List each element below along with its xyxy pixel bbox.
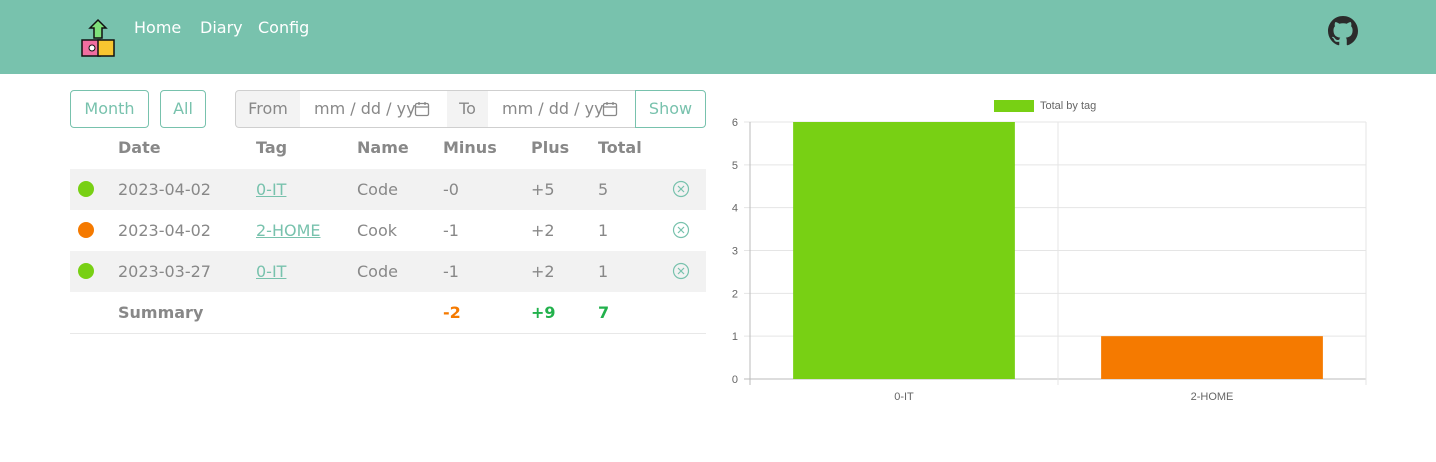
tag-color-dot [78, 222, 94, 238]
table-row: 2023-03-27 0-IT Code -1 +2 1 [70, 251, 706, 292]
bar [793, 122, 1015, 379]
row-name: Cook [357, 221, 398, 240]
delete-circle-x-icon[interactable] [672, 221, 690, 239]
table-header: Date Tag Name Minus Plus Total [70, 128, 706, 169]
calendar-icon[interactable] [414, 101, 430, 117]
row-minus: -1 [443, 262, 459, 281]
github-icon[interactable] [1328, 16, 1358, 46]
row-date: 2023-04-02 [118, 180, 211, 199]
row-tag-link[interactable]: 0-IT [256, 180, 287, 199]
header-date: Date [118, 138, 161, 157]
month-button[interactable]: Month [70, 90, 149, 128]
row-name: Code [357, 180, 398, 199]
show-button[interactable]: Show [635, 90, 706, 128]
bar-chart: 0 1 2 3 4 5 6 0-IT 2-HOME Total by tag [732, 100, 1367, 403]
row-total: 5 [598, 180, 609, 199]
nav-diary[interactable]: Diary [200, 18, 243, 37]
summary-minus: -2 [443, 303, 461, 322]
x-tick-label: 2-HOME [1191, 391, 1234, 403]
row-plus: +2 [531, 221, 555, 240]
navbar: Home Diary Config [0, 0, 1436, 74]
summary-total: 7 [598, 303, 610, 322]
tag-color-dot [78, 263, 94, 279]
y-tick-label: 0 [732, 374, 738, 386]
row-minus: -0 [443, 180, 459, 199]
from-date-input[interactable]: mm / dd / yy [300, 90, 448, 128]
calendar-icon[interactable] [602, 101, 618, 117]
to-date-placeholder: mm / dd / yy [502, 99, 604, 118]
y-tick-label: 1 [732, 331, 738, 343]
row-date: 2023-03-27 [118, 262, 211, 281]
row-tag-link[interactable]: 0-IT [256, 262, 287, 281]
to-date-input[interactable]: mm / dd / yy [488, 90, 636, 128]
from-date-placeholder: mm / dd / yy [314, 99, 416, 118]
header-name: Name [357, 138, 409, 157]
table-row: 2023-04-02 2-HOME Cook -1 +2 1 [70, 210, 706, 251]
summary-row: Summary -2 +9 7 [70, 292, 706, 334]
row-plus: +5 [531, 180, 555, 199]
row-minus: -1 [443, 221, 459, 240]
x-tick-label: 0-IT [894, 391, 914, 403]
nav-config[interactable]: Config [258, 18, 310, 37]
legend-swatch [994, 100, 1034, 112]
y-tick-label: 5 [732, 160, 738, 172]
header-total: Total [598, 138, 642, 157]
tag-color-dot [78, 181, 94, 197]
date-range-group: From mm / dd / yy To mm / dd / yy Show [235, 90, 706, 128]
to-label: To [447, 90, 489, 128]
row-total: 1 [598, 221, 609, 240]
from-label: From [235, 90, 301, 128]
header-plus: Plus [531, 138, 570, 157]
row-tag-link[interactable]: 2-HOME [256, 221, 321, 240]
summary-plus: +9 [531, 303, 556, 322]
bar [1101, 336, 1323, 379]
delete-circle-x-icon[interactable] [672, 180, 690, 198]
y-tick-label: 3 [732, 246, 738, 258]
row-name: Code [357, 262, 398, 281]
summary-label: Summary [118, 303, 204, 322]
legend-label: Total by tag [1040, 100, 1096, 112]
y-tick-label: 6 [732, 117, 738, 129]
y-tick-label: 4 [732, 203, 738, 215]
row-total: 1 [598, 262, 609, 281]
y-tick-label: 2 [732, 288, 738, 300]
row-date: 2023-04-02 [118, 221, 211, 240]
all-button[interactable]: All [160, 90, 206, 128]
header-tag: Tag [256, 138, 288, 157]
row-plus: +2 [531, 262, 555, 281]
table-row: 2023-04-02 0-IT Code -0 +5 5 [70, 169, 706, 210]
header-minus: Minus [443, 138, 497, 157]
puzzle-logo-icon[interactable] [80, 16, 116, 58]
nav-home[interactable]: Home [134, 18, 182, 37]
delete-circle-x-icon[interactable] [672, 262, 690, 280]
